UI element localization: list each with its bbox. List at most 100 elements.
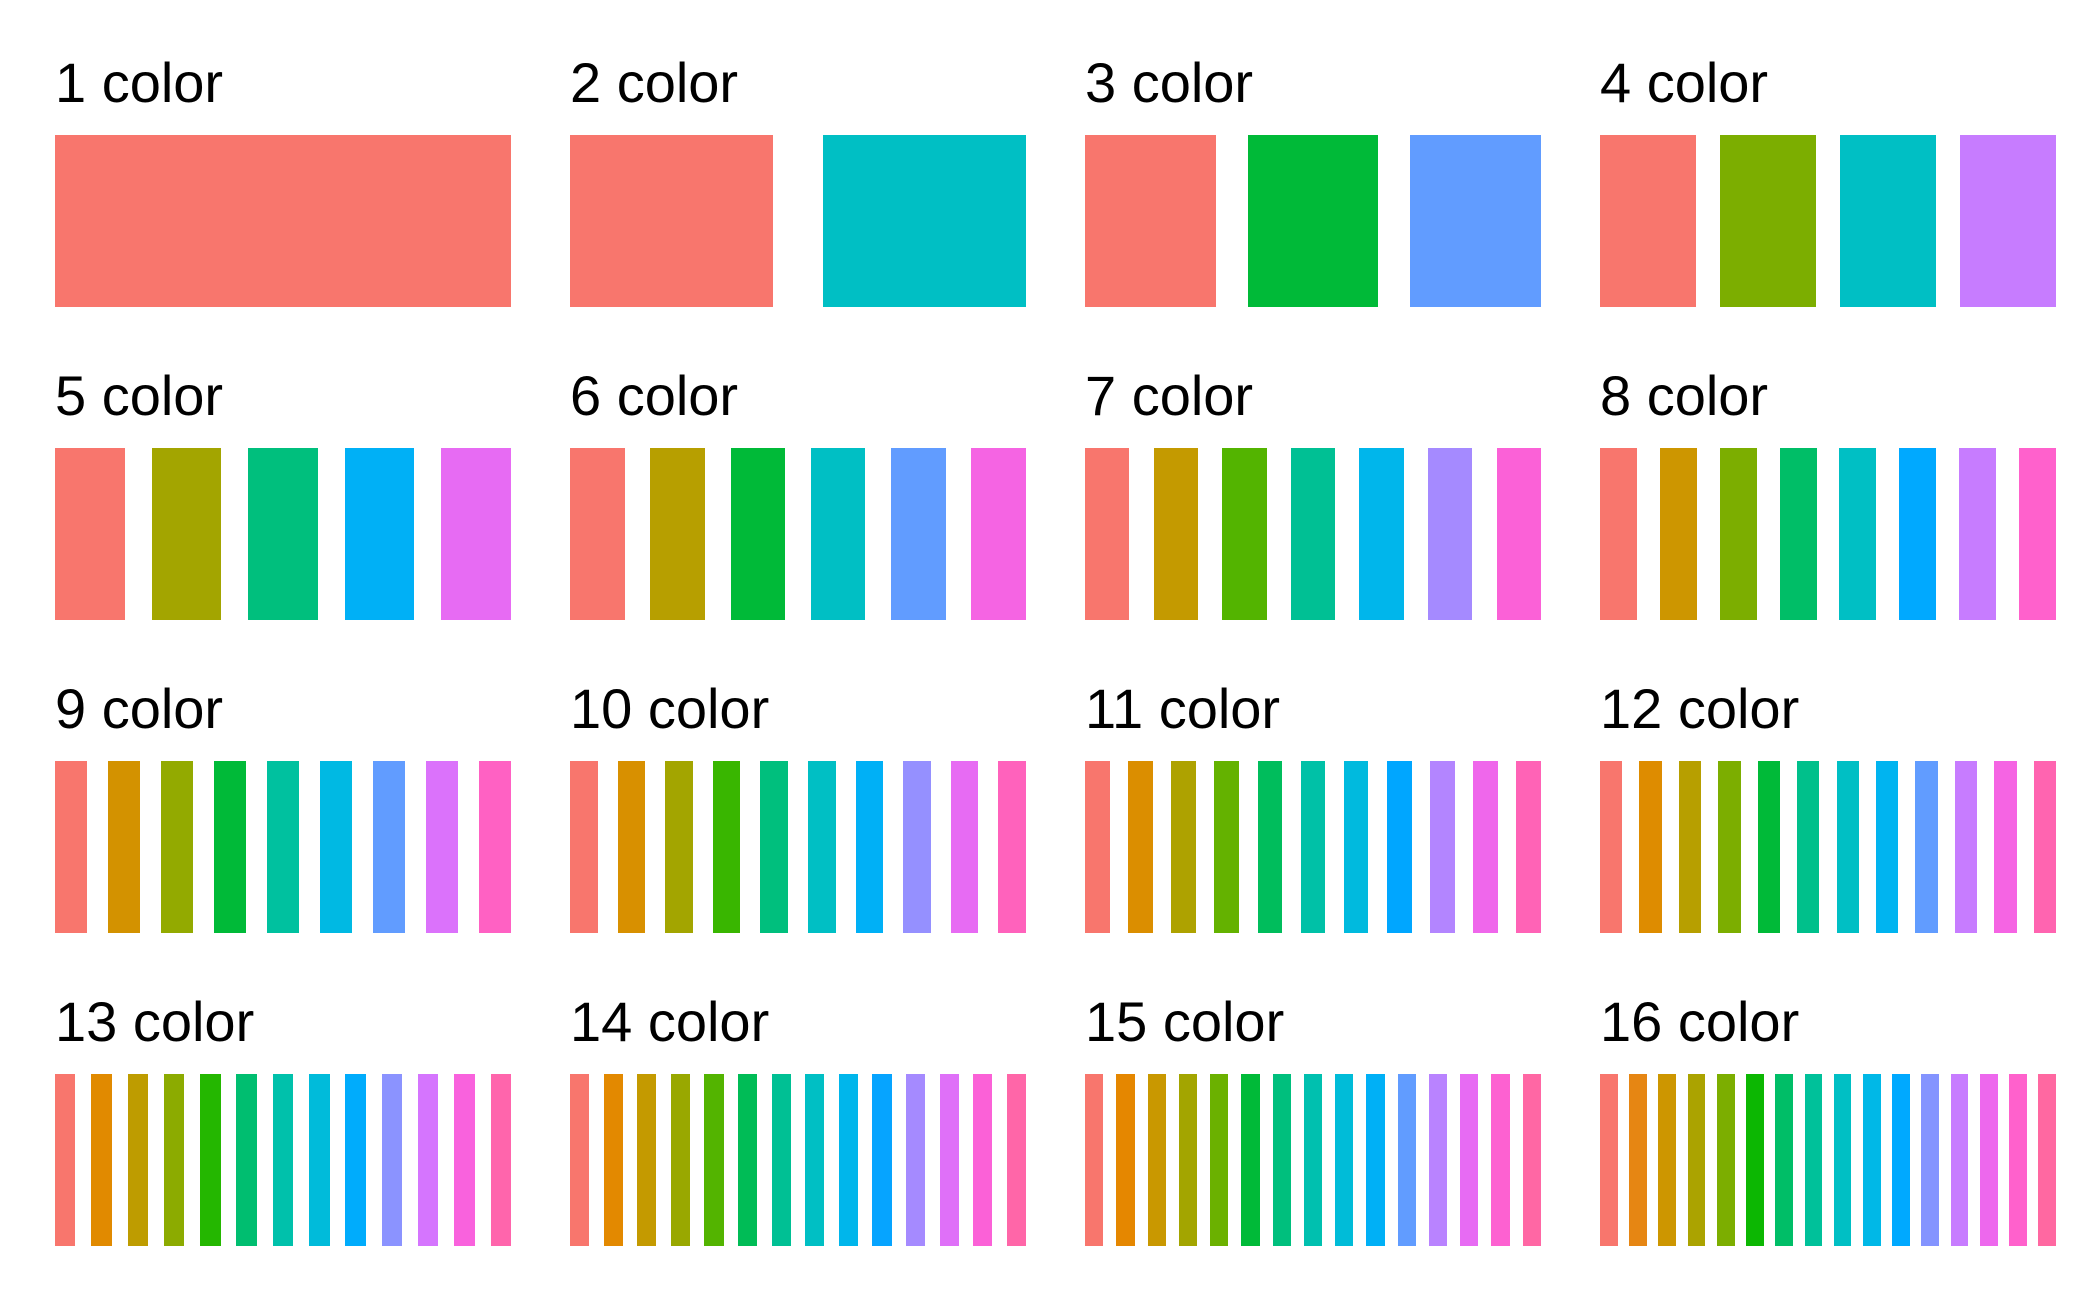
palette-panel: 13 color (55, 987, 511, 1246)
color-swatch (738, 1074, 758, 1246)
color-swatch (712, 761, 741, 933)
palette-title: 6 color (570, 364, 739, 427)
swatch-row (1600, 1074, 2056, 1246)
palette-panel: 4 color (1600, 48, 2056, 307)
swatch-row (1600, 448, 2056, 620)
color-swatch (1214, 761, 1239, 933)
color-swatch (2009, 1074, 2027, 1246)
color-swatch (1247, 135, 1379, 307)
palette-panel: 14 color (570, 987, 1026, 1246)
palette-title: 1 color (55, 51, 224, 114)
swatch-row (55, 761, 511, 933)
color-swatch (1716, 1074, 1735, 1246)
color-swatch (1840, 135, 1936, 307)
color-swatch (454, 1074, 475, 1246)
color-swatch (1600, 761, 1623, 933)
color-swatch (309, 1074, 330, 1246)
swatch-row (570, 1074, 1026, 1246)
color-swatch (570, 1074, 590, 1246)
swatch-row (570, 761, 1026, 933)
color-swatch (1797, 761, 1820, 933)
palette-title: 16 color (1600, 990, 1800, 1053)
color-swatch (55, 761, 87, 933)
color-swatch (1775, 1074, 1793, 1246)
color-swatch (1516, 761, 1541, 933)
swatch-row (1085, 761, 1541, 933)
color-swatch (1428, 448, 1473, 620)
palette-panel: 11 color (1085, 674, 1541, 933)
palette-panel: 15 color (1085, 987, 1541, 1246)
color-swatch (1779, 448, 1817, 620)
color-swatch (161, 761, 193, 933)
color-swatch (1921, 1074, 1940, 1246)
palette-title: 11 color (1085, 677, 1281, 740)
palette-panel: 7 color (1085, 361, 1541, 620)
palette-title: 5 color (55, 364, 224, 427)
swatch-row (1085, 448, 1541, 620)
color-swatch (670, 1074, 690, 1246)
color-swatch (665, 761, 693, 933)
color-swatch (872, 1074, 892, 1246)
palette-panel: 10 color (570, 674, 1026, 933)
color-swatch (973, 1074, 993, 1246)
color-swatch (163, 1074, 185, 1246)
color-swatch (570, 448, 625, 620)
color-swatch (1428, 1074, 1448, 1246)
color-swatch (1491, 1074, 1510, 1246)
swatch-row (570, 135, 1026, 307)
color-swatch (1899, 448, 1937, 620)
color-swatch (1659, 448, 1697, 620)
palette-title: 3 color (1085, 51, 1254, 114)
color-swatch (1359, 448, 1404, 620)
palette-title: 2 color (570, 51, 739, 114)
color-swatch (91, 1074, 112, 1246)
color-swatch (1757, 761, 1780, 933)
color-swatch (570, 135, 773, 307)
color-swatch (1522, 1074, 1541, 1246)
color-swatch (1496, 448, 1541, 620)
color-swatch (1629, 1074, 1647, 1246)
color-swatch (950, 761, 979, 933)
color-swatch (1085, 761, 1110, 933)
color-swatch (417, 1074, 439, 1246)
color-swatch (1085, 1074, 1104, 1246)
color-swatch (730, 448, 786, 620)
color-swatch (971, 448, 1026, 620)
color-swatch (1600, 448, 1638, 620)
color-swatch (1410, 135, 1541, 307)
color-swatch (1960, 135, 2056, 307)
color-swatch (381, 1074, 403, 1246)
color-swatch (704, 1074, 724, 1246)
color-swatch (771, 1074, 791, 1246)
color-swatch (891, 448, 946, 620)
color-swatch (1979, 1074, 1998, 1246)
color-swatch (1720, 135, 1816, 307)
color-swatch (1836, 761, 1859, 933)
color-swatch (1085, 135, 1216, 307)
color-swatch (214, 761, 246, 933)
color-swatch (55, 1074, 76, 1246)
color-swatch (1178, 1074, 1198, 1246)
palette-panel: 5 color (55, 361, 511, 620)
color-swatch (267, 761, 299, 933)
color-swatch (1300, 761, 1326, 933)
color-swatch (2038, 1074, 2056, 1246)
color-swatch (1804, 1074, 1823, 1246)
color-swatch (490, 1074, 511, 1246)
color-swatch (1241, 1074, 1260, 1246)
swatch-row (55, 448, 511, 620)
color-swatch (1006, 1074, 1026, 1246)
color-swatch (1116, 1074, 1135, 1246)
color-swatch (1128, 761, 1153, 933)
palette-title: 13 color (55, 990, 255, 1053)
color-swatch (1833, 1074, 1852, 1246)
color-swatch (906, 1074, 926, 1246)
color-swatch (200, 1074, 221, 1246)
color-swatch (1876, 761, 1899, 933)
color-swatch (55, 135, 511, 307)
color-swatch (838, 1074, 858, 1246)
palette-panel: 1 color (55, 48, 511, 307)
swatch-row (55, 135, 511, 307)
color-swatch (236, 1074, 257, 1246)
palette-panel: 8 color (1600, 361, 2056, 620)
